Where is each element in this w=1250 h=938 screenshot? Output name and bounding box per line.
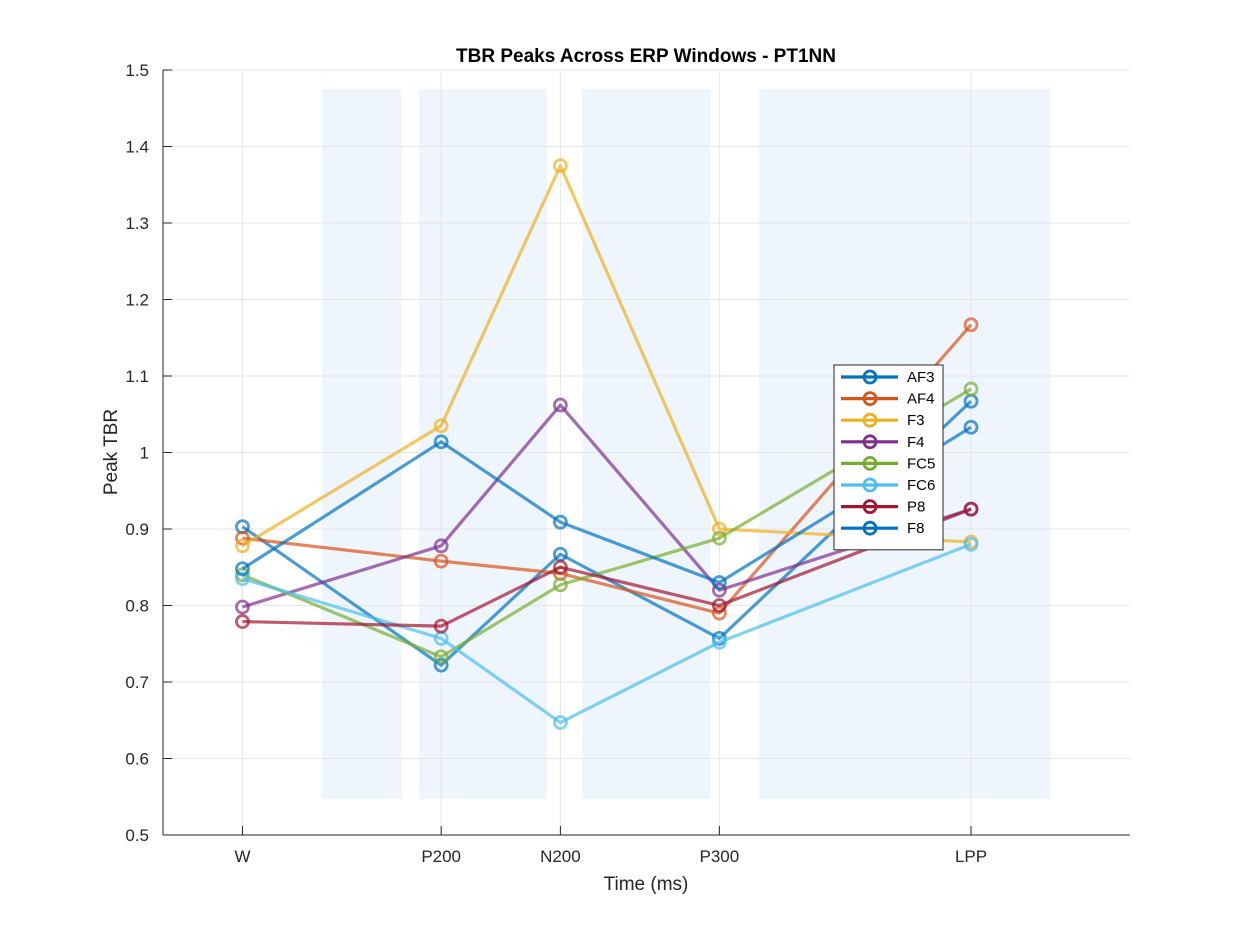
data-point-f3-p200 (433, 418, 449, 434)
legend: AF3 AF4 F3 F4 FC5 FC6 P8 F8 (833, 364, 944, 551)
x-axis-label: Time (ms) (604, 874, 689, 895)
data-point-f8-lpp (963, 419, 979, 435)
data-point-f3-n200 (552, 158, 568, 174)
data-point-f8-n200 (552, 514, 568, 530)
data-point-f4-w (235, 599, 250, 615)
data-point-p8-lpp (963, 501, 979, 517)
data-point-af4-lpp (963, 317, 979, 333)
data-point-p8-p200 (433, 618, 449, 634)
legend-marker-af4 (862, 391, 878, 407)
legend-label-af4: AF4 (907, 391, 935, 408)
legend-entry-fc5: FC5 (841, 455, 935, 472)
legend-marker-f8 (862, 520, 878, 536)
legend-label-fc5: FC5 (907, 455, 935, 472)
data-point-fc6-w (235, 571, 250, 587)
series-lines (235, 158, 979, 730)
legend-box (833, 364, 944, 551)
series-f3 (235, 158, 979, 554)
legend-label-f4: F4 (907, 434, 925, 451)
data-point-p8-n200 (552, 559, 568, 575)
legend-entry-f8: F8 (841, 520, 925, 537)
data-point-f3-w (235, 538, 250, 554)
legend-entry-fc6: FC6 (841, 477, 935, 494)
legend-marker-fc5 (862, 455, 878, 471)
y-tick-label: 1.3 (125, 214, 149, 233)
y-tick-label: 0.8 (125, 597, 149, 616)
tick-labels: 0.5 0.6 0.7 0.8 0.9 1 1.1 1.2 1.3 1.4 1.5 W P200 N200… (125, 61, 987, 866)
data-point-fc5-p200 (433, 649, 449, 665)
series-f8 (235, 419, 979, 590)
data-point-fc6-lpp (963, 536, 979, 552)
data-point-f4-p200 (433, 538, 449, 554)
data-point-fc5-lpp (963, 381, 979, 397)
chart-title: TBR Peaks Across ERP Windows - PT1NN (456, 46, 836, 67)
x-tick-label: W (234, 847, 250, 866)
shaded-window-p300 (582, 89, 711, 800)
data-point-af3-p200 (433, 657, 449, 673)
legend-label-f8: F8 (907, 520, 925, 537)
y-tick-label: 1.4 (125, 138, 149, 157)
data-point-f8-w (235, 561, 250, 577)
legend-entry-f3: F3 (841, 412, 925, 429)
legend-marker-af3 (862, 369, 878, 385)
legend-entry-p8: P8 (841, 499, 925, 516)
series-line-fc6 (242, 542, 972, 725)
y-tick-label: 1.2 (125, 291, 149, 310)
legend-marker-fc6 (862, 477, 878, 493)
data-point-f4-p300 (711, 582, 727, 598)
data-point-fc5-p300 (711, 530, 727, 546)
series-line-f4 (242, 403, 972, 609)
legend-entry-af3: AF3 (841, 369, 935, 386)
y-tick-label: 0.5 (125, 826, 149, 845)
series-line-f3 (241, 164, 972, 548)
x-tick-label: P300 (700, 847, 740, 866)
y-tick-label: 1.5 (125, 61, 149, 80)
data-point-p8-p300 (711, 598, 727, 613)
y-tick-label: 0.7 (125, 673, 149, 692)
data-point-f8-p300 (711, 575, 727, 590)
data-point-fc6-n200 (552, 715, 568, 730)
y-axis-label: Peak TBR (101, 409, 122, 495)
series-line-fc5 (241, 387, 972, 659)
x-tick-label: N200 (540, 847, 581, 866)
data-point-af4-p300 (711, 605, 727, 621)
legend-label-f3: F3 (907, 412, 925, 429)
data-point-f3-p300 (711, 521, 727, 537)
series-line-p8 (242, 507, 972, 628)
legend-entry-af4: AF4 (841, 391, 935, 408)
y-tick-label: 1 (140, 444, 149, 463)
legend-entry-f4: F4 (841, 434, 925, 451)
series-p8 (235, 501, 979, 634)
data-point-f4-n200 (552, 397, 568, 413)
grid (163, 69, 1130, 836)
y-tick-label: 0.9 (125, 520, 149, 539)
data-point-fc5-n200 (552, 577, 568, 593)
shaded-window-p200 (321, 89, 402, 800)
legend-marker-p8 (862, 499, 878, 515)
data-point-f8-p200 (433, 434, 449, 450)
legend-label-af3: AF3 (907, 369, 935, 386)
axes (162, 69, 1130, 836)
data-point-fc6-p300 (711, 634, 727, 650)
x-tick-label: P200 (421, 847, 461, 866)
y-tick-label: 1.1 (125, 367, 149, 386)
y-tick-label: 0.6 (125, 750, 149, 769)
legend-marker-f3 (862, 412, 878, 428)
legend-label-p8: P8 (907, 499, 925, 516)
series-line-f8 (241, 425, 972, 585)
legend-label-fc6: FC6 (907, 477, 935, 494)
legend-marker-f4 (862, 434, 878, 450)
data-point-p8-w (235, 614, 250, 629)
x-tick-label: LPP (955, 847, 987, 866)
data-point-af4-p200 (433, 553, 449, 569)
